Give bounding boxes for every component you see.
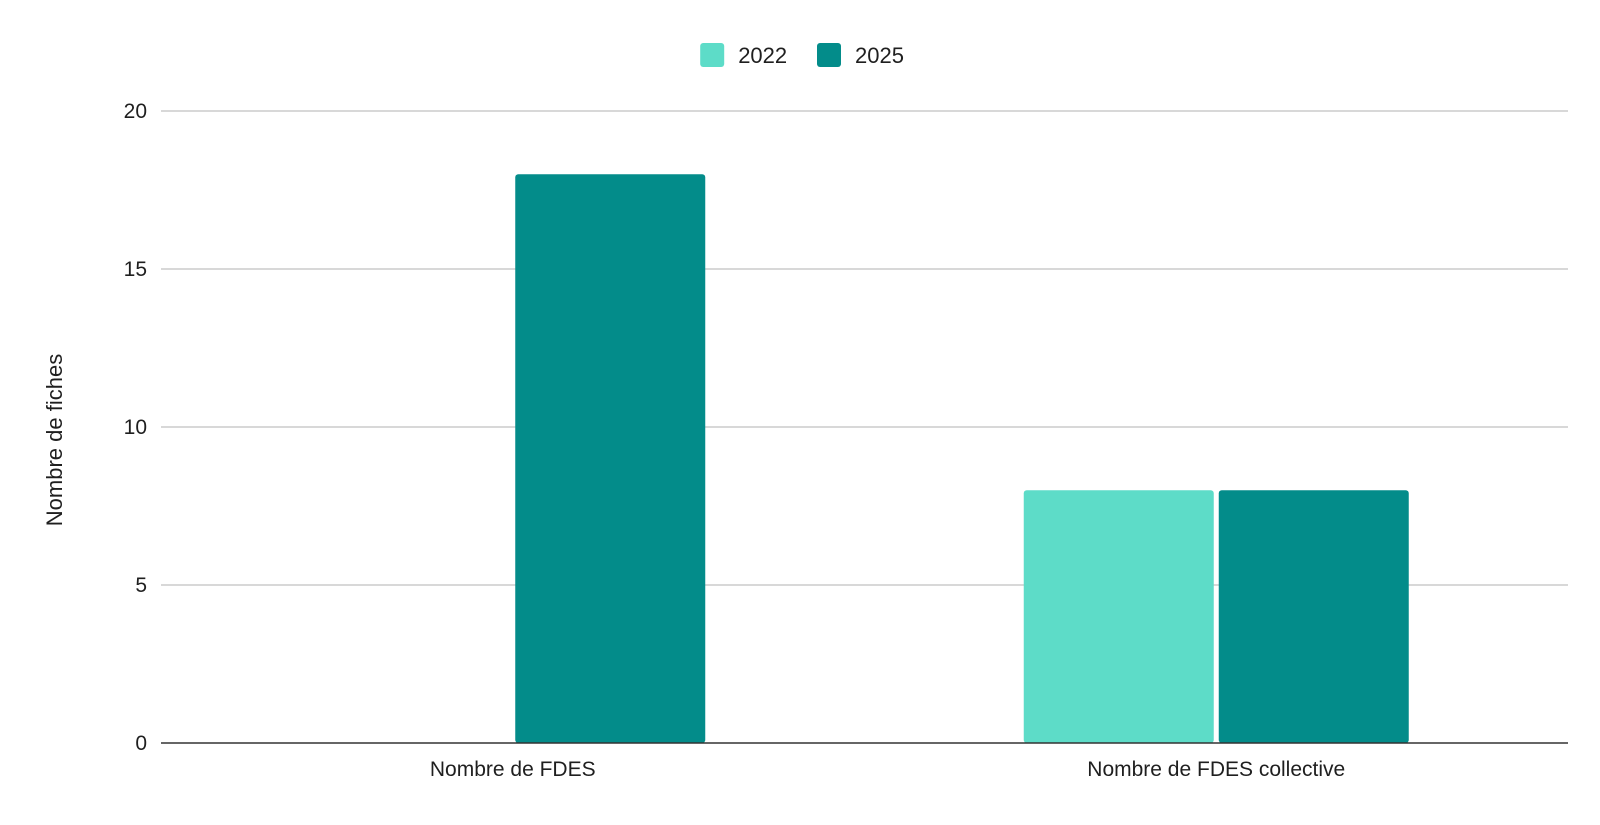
legend-item-2022: 2022 bbox=[700, 43, 787, 68]
bar-2025-0 bbox=[515, 174, 706, 743]
bar-2025-1 bbox=[1218, 490, 1409, 743]
legend-swatch bbox=[700, 43, 725, 67]
y-tick-label: 0 bbox=[135, 732, 147, 755]
y-tick-label: 10 bbox=[124, 416, 147, 439]
legend: 2022 2025 bbox=[700, 43, 904, 68]
bars bbox=[515, 174, 1409, 743]
y-tick-label: 20 bbox=[124, 100, 147, 123]
x-category-labels: Nombre de FDES Nombre de FDES collective bbox=[430, 758, 1345, 781]
y-axis-title: Nombre de fiches bbox=[42, 354, 67, 526]
legend-label: 2022 bbox=[738, 43, 787, 68]
legend-swatch bbox=[817, 43, 841, 67]
y-tick-label: 15 bbox=[124, 258, 147, 281]
bar-2022-1 bbox=[1023, 490, 1214, 743]
x-category-label: Nombre de FDES collective bbox=[1087, 758, 1345, 781]
legend-item-2025: 2025 bbox=[817, 43, 904, 68]
y-tick-labels: 0 5 10 15 20 bbox=[124, 100, 147, 755]
y-tick-label: 5 bbox=[135, 574, 147, 597]
x-category-label: Nombre de FDES bbox=[430, 758, 596, 781]
legend-label: 2025 bbox=[855, 43, 904, 68]
